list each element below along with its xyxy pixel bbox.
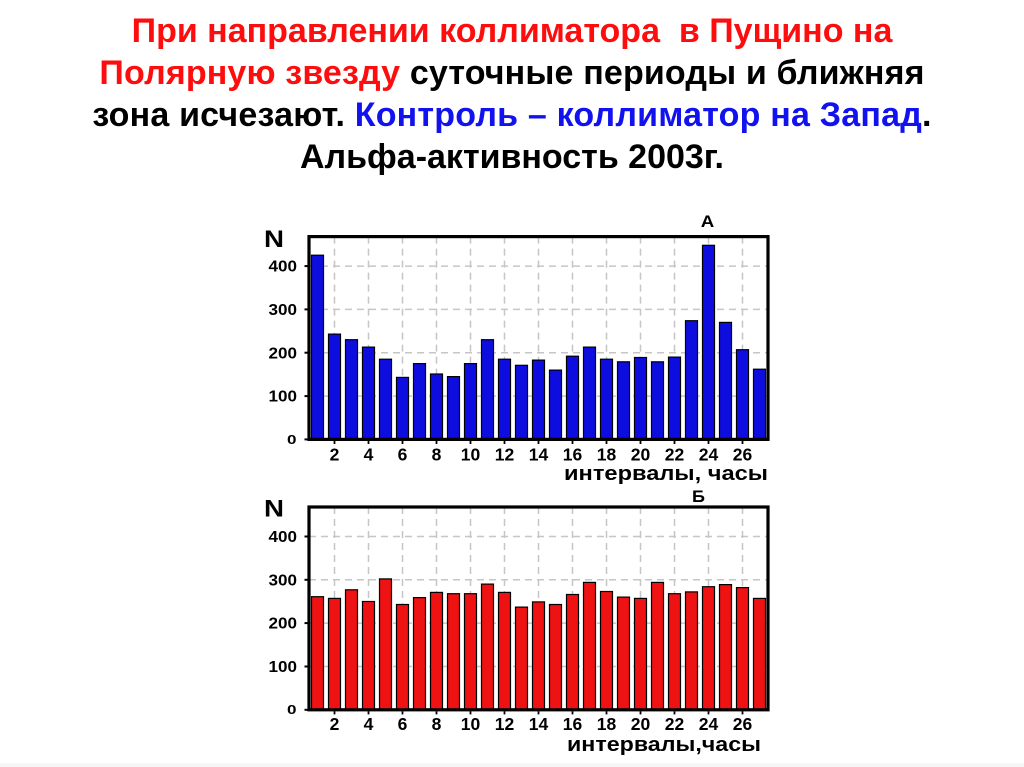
svg-text:8: 8 — [432, 714, 442, 734]
svg-text:0: 0 — [287, 433, 297, 447]
svg-text:200: 200 — [269, 345, 298, 362]
svg-text:20: 20 — [631, 714, 651, 734]
svg-text:Б: Б — [692, 487, 705, 506]
svg-text:16: 16 — [563, 714, 583, 734]
svg-text:6: 6 — [398, 445, 408, 465]
svg-text:12: 12 — [495, 714, 515, 734]
svg-text:24: 24 — [699, 445, 719, 465]
svg-text:400: 400 — [269, 529, 298, 546]
svg-text:14: 14 — [529, 714, 549, 734]
svg-text:300: 300 — [269, 572, 298, 589]
svg-text:4: 4 — [364, 445, 374, 465]
svg-text:200: 200 — [269, 616, 298, 633]
svg-text:интервалы, часы: интервалы, часы — [564, 463, 768, 485]
svg-text:N: N — [264, 226, 284, 253]
svg-text:4: 4 — [364, 714, 374, 734]
svg-text:10: 10 — [461, 445, 481, 465]
svg-text:N: N — [264, 496, 284, 523]
svg-text:18: 18 — [597, 714, 617, 734]
svg-text:0: 0 — [287, 703, 297, 717]
svg-text:6: 6 — [398, 714, 408, 734]
svg-text:10: 10 — [461, 714, 481, 734]
svg-text:14: 14 — [529, 445, 549, 465]
svg-text:интервалы,часы: интервалы,часы — [567, 734, 761, 756]
svg-text:А: А — [701, 212, 715, 231]
svg-text:22: 22 — [665, 445, 685, 465]
svg-text:26: 26 — [733, 445, 753, 465]
svg-text:16: 16 — [563, 445, 583, 465]
svg-text:2: 2 — [330, 714, 340, 734]
svg-text:20: 20 — [631, 445, 651, 465]
svg-text:100: 100 — [269, 659, 298, 676]
svg-text:18: 18 — [597, 445, 617, 465]
svg-text:100: 100 — [269, 389, 298, 406]
svg-text:2: 2 — [330, 445, 340, 465]
svg-text:22: 22 — [665, 714, 685, 734]
svg-text:24: 24 — [699, 714, 719, 734]
svg-text:12: 12 — [495, 445, 515, 465]
svg-text:400: 400 — [269, 259, 298, 276]
svg-text:300: 300 — [269, 302, 298, 319]
svg-text:26: 26 — [733, 714, 753, 734]
svg-text:8: 8 — [432, 445, 442, 465]
